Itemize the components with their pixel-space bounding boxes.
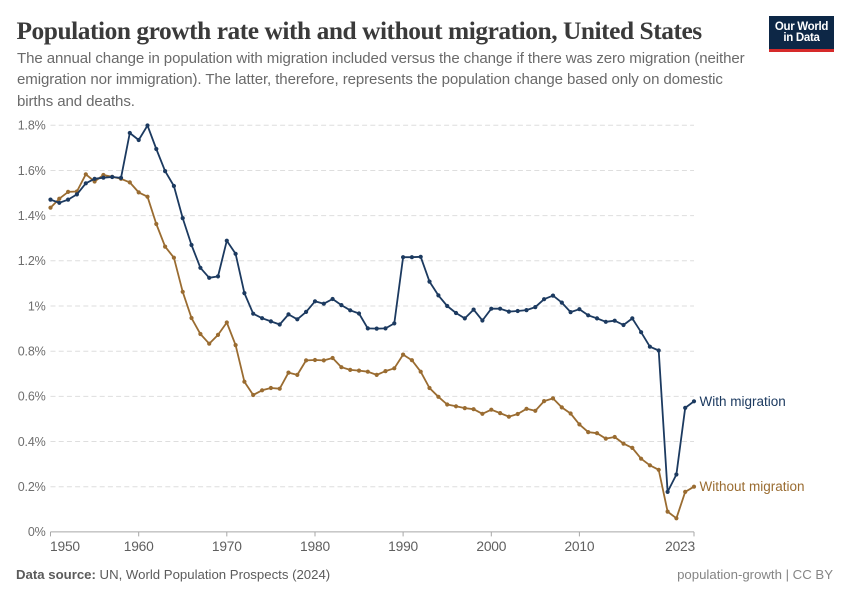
svg-text:1%: 1%	[28, 299, 46, 313]
svg-text:1950: 1950	[50, 539, 80, 554]
svg-text:Without migration: Without migration	[700, 479, 805, 494]
svg-text:0%: 0%	[28, 525, 46, 539]
svg-text:1.8%: 1.8%	[18, 119, 46, 133]
svg-text:0.2%: 0.2%	[18, 480, 46, 494]
svg-text:0.6%: 0.6%	[18, 390, 46, 404]
svg-text:With migration: With migration	[700, 394, 786, 409]
svg-text:2010: 2010	[564, 539, 594, 554]
svg-text:1970: 1970	[212, 539, 242, 554]
svg-text:1990: 1990	[388, 539, 418, 554]
svg-text:0.8%: 0.8%	[18, 345, 46, 359]
svg-text:1.4%: 1.4%	[18, 209, 46, 223]
svg-text:1.2%: 1.2%	[18, 254, 46, 268]
svg-text:1960: 1960	[124, 539, 154, 554]
svg-text:1.6%: 1.6%	[18, 164, 46, 178]
svg-text:1980: 1980	[300, 539, 330, 554]
svg-text:2000: 2000	[476, 539, 506, 554]
svg-text:2023: 2023	[665, 539, 695, 554]
svg-text:0.4%: 0.4%	[18, 435, 46, 449]
